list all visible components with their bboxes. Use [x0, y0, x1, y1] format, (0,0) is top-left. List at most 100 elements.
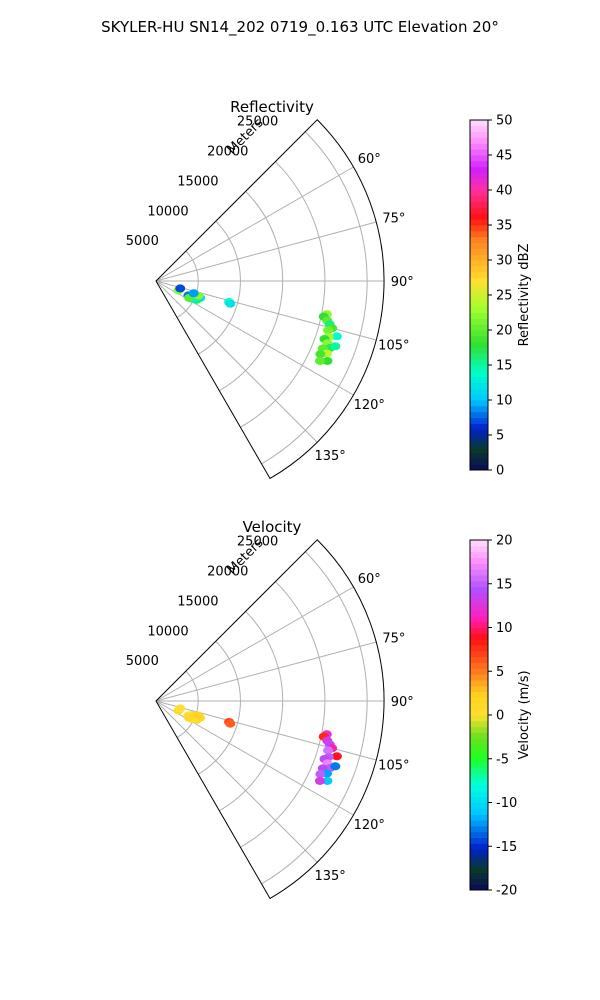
colorbar-tick-label: -20: [496, 884, 517, 899]
azimuth-tick-label: 75°: [382, 211, 405, 226]
colorbar-segment: [470, 195, 488, 203]
colorbar-segment: [470, 843, 488, 850]
sector-frame: [155, 119, 385, 480]
range-tick-label: 10000: [147, 624, 188, 639]
colorbar-segment: [470, 732, 488, 739]
colorbar-segment: [470, 213, 488, 220]
radar-gate: [188, 289, 199, 298]
radar-gate: [330, 342, 341, 351]
colorbar-segment: [470, 715, 488, 722]
range-ring: [261, 551, 368, 885]
radar-gate: [323, 746, 334, 755]
colorbar-segment: [470, 680, 488, 687]
colorbar-segment: [470, 785, 488, 792]
colorbar-tick-label: -5: [496, 752, 509, 767]
colorbar-segment: [470, 411, 488, 418]
colorbar-segment: [470, 878, 488, 885]
colorbar-segment: [470, 726, 488, 733]
radar-gate: [314, 356, 325, 365]
colorbar-segment: [470, 790, 488, 798]
range-tick-label: 5000: [126, 234, 159, 249]
colorbar-segment: [470, 452, 488, 459]
colorbar-segment: [470, 388, 488, 395]
range-tick-label: 20000: [207, 565, 248, 580]
colorbar-segment: [470, 306, 488, 313]
colorbar-segment: [470, 230, 488, 238]
range-tick-label: 5000: [126, 654, 159, 669]
colorbar-segment: [470, 814, 488, 821]
azimuth-gridline: [155, 641, 377, 702]
colorbar-segment: [470, 849, 488, 856]
range-ring: [197, 640, 241, 775]
colorbar-segment: [470, 744, 488, 751]
colorbar-segment: [470, 172, 488, 179]
colorbar-segment: [470, 668, 488, 675]
radar-gate: [322, 356, 333, 365]
range-tick-label: 15000: [177, 594, 218, 609]
azimuth-gridline: [155, 700, 377, 761]
colorbar-tick-label: 5: [496, 665, 504, 680]
colorbar-tick-label: 5: [496, 429, 504, 444]
panel-title: Reflectivity: [230, 98, 314, 116]
colorbar-segment: [470, 610, 488, 617]
colorbar-segment: [470, 353, 488, 360]
colorbar-segment: [470, 691, 488, 698]
azimuth-gridline: [155, 221, 377, 282]
colorbar-segment: [470, 376, 488, 383]
colorbar-segment: [470, 382, 488, 389]
azimuth-tick-label: 120°: [354, 398, 385, 413]
azimuth-gridline: [155, 280, 377, 341]
radar-gate: [315, 770, 326, 779]
colorbar-segment: [470, 656, 488, 663]
azimuth-gridline: [155, 166, 354, 282]
colorbar-segment: [470, 650, 488, 658]
colorbar-segment: [470, 551, 488, 558]
azimuth-tick-label: 75°: [382, 631, 405, 646]
azimuth-gridline: [155, 586, 354, 702]
colorbar-segment: [470, 289, 488, 296]
radar-gate: [314, 776, 325, 785]
colorbar-tick-label: 10: [496, 621, 513, 636]
colorbar-segment: [470, 592, 488, 599]
colorbar-segment: [470, 190, 488, 197]
colorbar-segment: [470, 621, 488, 628]
colorbar-segment: [470, 825, 488, 833]
colorbar-segment: [470, 458, 488, 465]
colorbar-tick-label: 35: [496, 219, 513, 234]
colorbar-segment: [470, 703, 488, 710]
colorbar-segment: [470, 429, 488, 436]
radar-gate: [322, 776, 333, 785]
colorbar-segment: [470, 540, 488, 547]
colorbar-segment: [470, 347, 488, 354]
colorbar-tick-label: -10: [496, 796, 517, 811]
colorbar-segment: [470, 604, 488, 611]
colorbar-segment: [470, 400, 488, 407]
colorbar-segment: [470, 598, 488, 605]
colorbar-segment: [470, 545, 488, 553]
colorbar-segment: [470, 149, 488, 156]
colorbar-segment: [470, 750, 488, 757]
colorbar-segment: [470, 837, 488, 844]
colorbar-segment: [470, 720, 488, 728]
colorbar-tick-label: 15: [496, 359, 513, 374]
colorbar-segment: [470, 295, 488, 302]
colorbar-segment: [470, 260, 488, 267]
colorbar-segment: [470, 831, 488, 838]
colorbar-segment: [470, 236, 488, 243]
radar-gate: [184, 713, 195, 722]
colorbar-segment: [470, 318, 488, 325]
range-tick-label: 25000: [237, 115, 278, 130]
panel-title: Velocity: [243, 518, 302, 536]
colorbar-segment: [470, 312, 488, 319]
colorbar-segment: [470, 219, 488, 226]
colorbar-segment: [470, 808, 488, 815]
azimuth-tick-label: 105°: [378, 759, 409, 774]
colorbar-segment: [470, 155, 488, 162]
colorbar-segment: [470, 440, 488, 448]
colorbar-segment: [470, 271, 488, 278]
colorbar-segment: [470, 767, 488, 774]
colorbar-segment: [470, 283, 488, 290]
figure-title: SKYLER-HU SN14_202 0719_0.163 UTC Elevat…: [101, 18, 499, 37]
colorbar-segment: [470, 423, 488, 430]
